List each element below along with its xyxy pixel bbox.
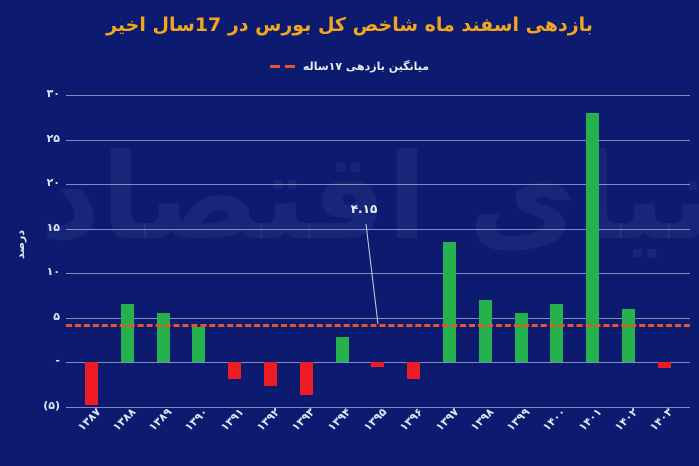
plot-area bbox=[66, 95, 690, 408]
bar-۱۳۸۸ bbox=[120, 304, 134, 363]
y-tick-label-10: ۱۰ bbox=[46, 265, 60, 279]
y-tick-label--5: (۵) bbox=[43, 399, 60, 412]
gridline-20 bbox=[66, 184, 690, 186]
bar-۱۴۰۲ bbox=[622, 308, 635, 363]
x-tick-label-۱۳۹۵: ۱۳۹۵ bbox=[361, 405, 390, 434]
gridline--5 bbox=[66, 407, 690, 408]
x-tick-label-۱۳۹۴: ۱۳۹۴ bbox=[325, 405, 354, 434]
x-tick-label-۱۳۹۳: ۱۳۹۳ bbox=[289, 405, 318, 434]
y-tick-label-20: ۲۰ bbox=[46, 176, 60, 190]
y-tick-label-25: ۲۵ bbox=[46, 131, 60, 145]
x-tick-label-۱۳۸۷: ۱۳۸۷ bbox=[74, 405, 103, 434]
bar-۱۳۸۹ bbox=[156, 313, 170, 363]
x-tick-label-۱۳۹۹: ۱۳۹۹ bbox=[504, 405, 533, 434]
average-line-dash-icon bbox=[269, 65, 295, 68]
x-tick-label-۱۴۰۰: ۱۴۰۰ bbox=[540, 405, 569, 434]
bar-۱۳۸۷ bbox=[85, 362, 98, 406]
average-annotation-label: ۴.۱۵ bbox=[350, 202, 378, 216]
bar-۱۳۹۲ bbox=[264, 362, 277, 387]
average-line bbox=[66, 324, 690, 328]
x-tick-label-۱۳۹۷: ۱۳۹۷ bbox=[432, 405, 461, 434]
bar-۱۳۹۵ bbox=[371, 362, 385, 367]
x-tick-label-۱۴۰۲: ۱۴۰۲ bbox=[611, 405, 640, 434]
x-tick-label-۱۴۰۱: ۱۴۰۱ bbox=[575, 405, 605, 434]
bar-۱۴۰۱ bbox=[586, 112, 600, 363]
legend: میانگین بازدهی ۱۷ساله bbox=[0, 60, 699, 73]
bar-۱۳۹۱ bbox=[228, 362, 242, 380]
y-tick-label-15: ۱۵ bbox=[46, 220, 60, 234]
bar-۱۳۹۷ bbox=[443, 242, 456, 363]
y-axis-title: درصد bbox=[13, 230, 27, 259]
x-tick-label-۱۳۹۲: ۱۳۹۲ bbox=[253, 405, 282, 434]
bar-۱۳۹۸ bbox=[478, 300, 492, 363]
bar-۱۳۹۰ bbox=[192, 326, 206, 363]
x-tick-label-۱۳۸۸: ۱۳۸۸ bbox=[110, 405, 139, 434]
x-tick-label-۱۳۹۸: ۱۳۹۸ bbox=[468, 405, 497, 434]
bar-۱۴۰۳ bbox=[657, 362, 671, 368]
bar-۱۳۹۹ bbox=[514, 312, 528, 363]
bar-۱۴۰۰ bbox=[550, 303, 564, 363]
y-tick-label-0: - bbox=[55, 354, 60, 368]
bar-۱۳۹۶ bbox=[407, 362, 421, 380]
bar-۱۳۹۳ bbox=[299, 362, 313, 395]
x-tick-label-۱۳۹۰: ۱۳۹۰ bbox=[182, 405, 211, 434]
chart-title: بازدهی اسفند ماه شاخص کل بورس در 17سال ا… bbox=[106, 14, 593, 36]
x-tick-label-۱۴۰۳: ۱۴۰۳ bbox=[647, 405, 676, 434]
gridline-30 bbox=[66, 95, 690, 96]
x-tick-label-۱۳۹۱: ۱۳۹۱ bbox=[217, 405, 247, 434]
y-tick-label-5: ۵ bbox=[53, 309, 60, 323]
x-tick-label-۱۳۸۹: ۱۳۸۹ bbox=[146, 405, 175, 434]
gridline-25 bbox=[66, 139, 690, 141]
x-tick-label-۱۳۹۶: ۱۳۹۶ bbox=[396, 405, 426, 434]
y-tick-label-30: ۳۰ bbox=[46, 87, 60, 100]
bar-۱۳۹۴ bbox=[335, 337, 349, 363]
legend-label: میانگین بازدهی ۱۷ساله bbox=[302, 60, 430, 73]
